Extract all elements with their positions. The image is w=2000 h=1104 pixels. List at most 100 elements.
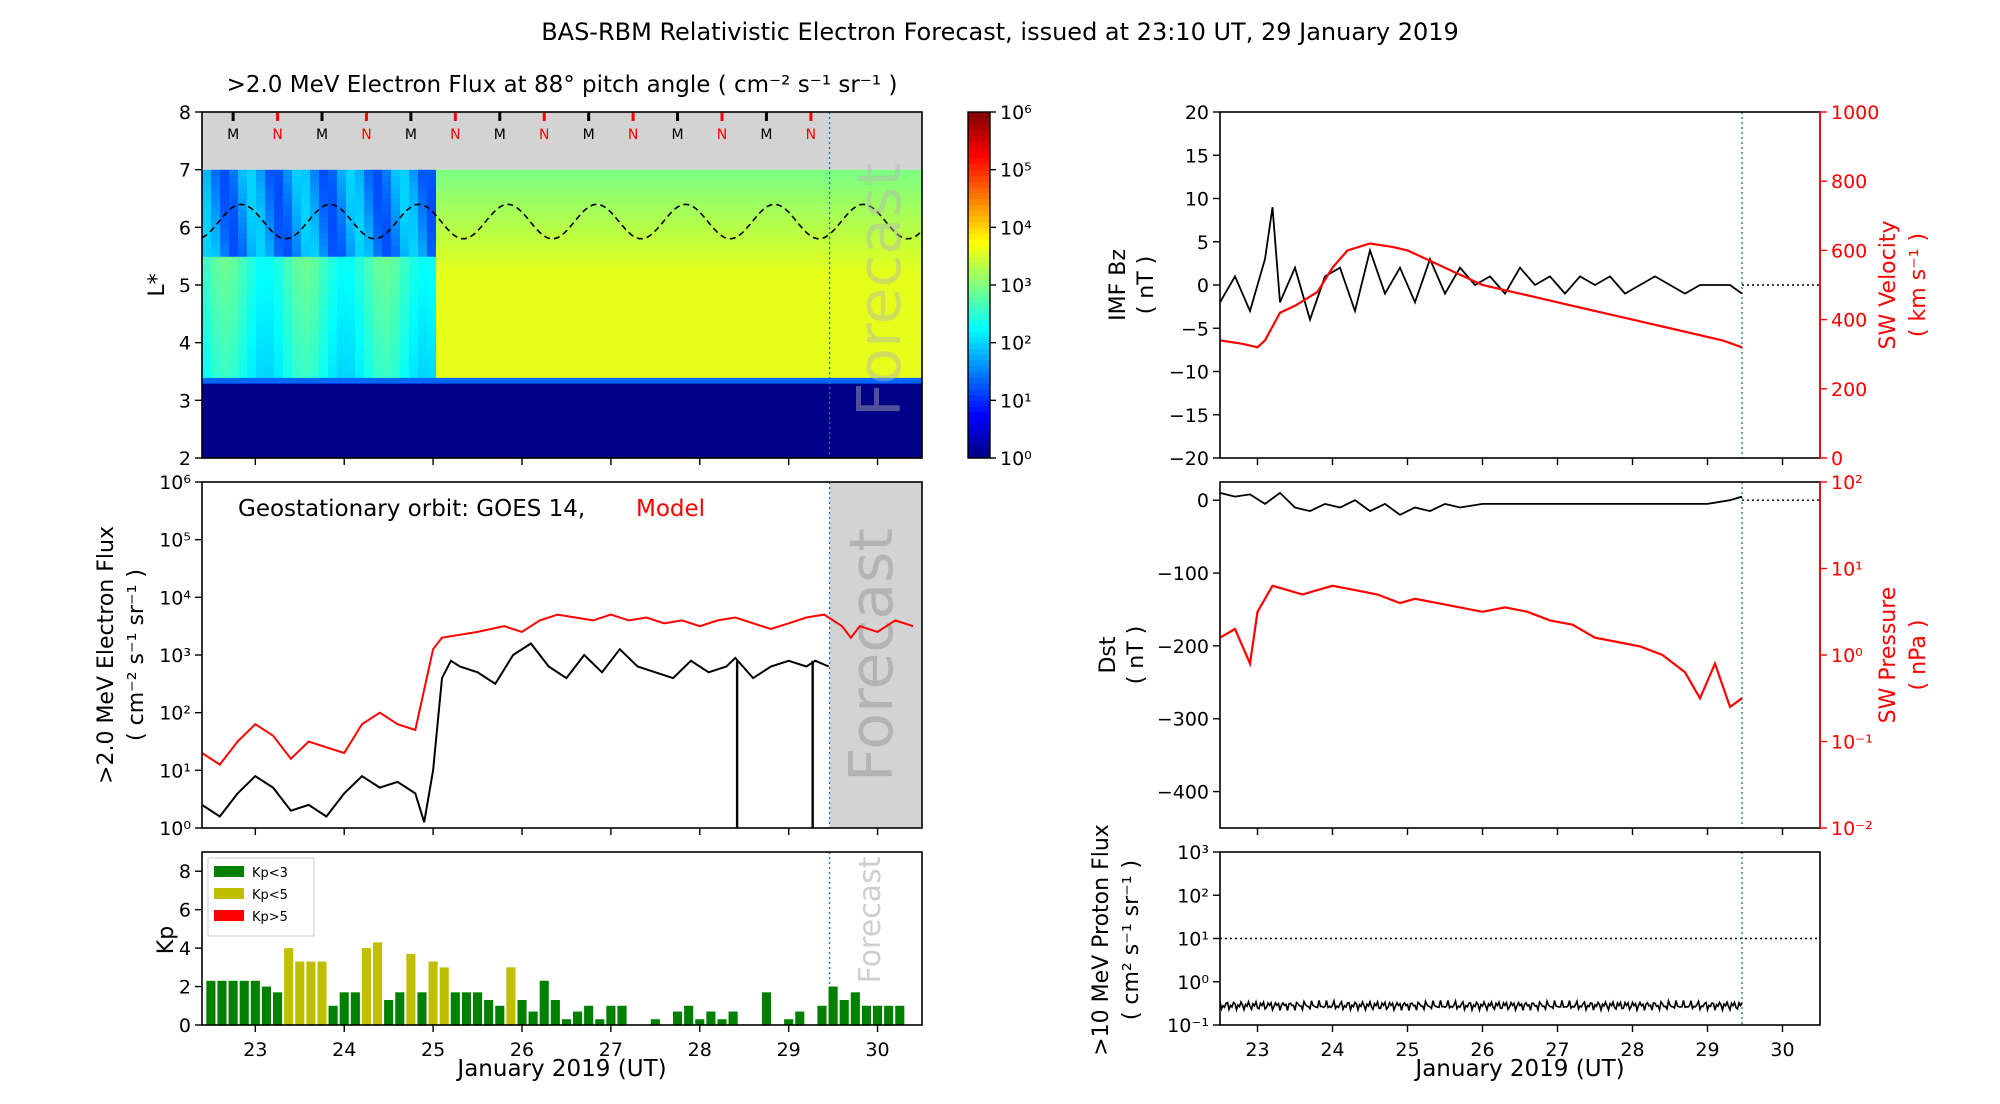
heatmap-cell: [733, 325, 743, 332]
heatmap-cell: [580, 302, 590, 309]
heatmap-cell: [553, 175, 563, 182]
heatmap-cell: [490, 400, 500, 407]
heatmap-cell: [274, 204, 284, 211]
heatmap-cell: [292, 256, 302, 263]
heatmap-cell: [292, 279, 302, 286]
kp-bar: [273, 992, 283, 1025]
heatmap-cell: [238, 388, 248, 396]
heatmap-cell: [625, 336, 635, 344]
heatmap-cell: [742, 440, 752, 448]
heatmap-cell: [274, 319, 284, 326]
heatmap-cell: [706, 296, 716, 303]
heatmap-cell: [544, 371, 554, 378]
heatmap-cell: [670, 267, 680, 275]
heatmap-cell: [805, 377, 815, 384]
heatmap-cell: [706, 313, 716, 321]
heatmap-cell: [751, 198, 761, 205]
heatmap-cell: [229, 233, 239, 240]
heatmap-cell: [346, 319, 356, 326]
heatmap-cell: [877, 279, 887, 286]
heatmap-cell: [796, 267, 806, 275]
heatmap-cell: [517, 169, 527, 177]
heatmap-cell: [499, 227, 509, 234]
heatmap-cell: [913, 325, 923, 332]
heatmap-cell: [526, 354, 536, 361]
colorbar-segment: [968, 129, 990, 136]
heatmap-cell: [409, 411, 419, 419]
heatmap-cell: [337, 285, 347, 292]
heatmap-cell: [355, 238, 365, 246]
heatmap-cell: [688, 267, 698, 275]
imf-bz-panel: −20−15−10−50510152002004006008001000IMF …: [1106, 102, 1931, 470]
heatmap-cell: [715, 186, 725, 194]
heatmap-cell: [310, 175, 320, 182]
heatmap-cell: [697, 331, 707, 338]
heatmap-cell: [715, 400, 725, 407]
heatmap-cell: [409, 446, 419, 453]
heatmap-cell: [580, 267, 590, 275]
kp-bar: [417, 992, 427, 1025]
heatmap-cell: [472, 440, 482, 448]
heatmap-cell: [715, 411, 725, 419]
heatmap-cell: [526, 319, 536, 326]
heatmap-cell: [616, 434, 626, 442]
heatmap-cell: [490, 377, 500, 384]
heatmap-cell: [571, 371, 581, 378]
heatmap-cell: [265, 342, 275, 350]
heatmap-cell: [481, 359, 491, 367]
heatmap-cell: [508, 377, 518, 384]
heatmap-cell: [301, 227, 311, 234]
heatmap-cell: [859, 210, 869, 217]
heatmap-cell: [850, 313, 860, 321]
heatmap-cell: [778, 267, 788, 275]
heatmap-cell: [859, 383, 869, 390]
heatmap-cell: [553, 261, 563, 269]
heatmap-cell: [373, 394, 383, 401]
heatmap-cell: [841, 388, 851, 396]
heatmap-cell: [445, 238, 455, 246]
heatmap-cell: [661, 377, 671, 384]
heatmap-cell: [211, 342, 221, 350]
heatmap-cell: [823, 198, 833, 205]
heatmap-cell: [427, 429, 437, 436]
y2-tick-label: 10⁰: [1831, 645, 1863, 667]
heatmap-cell: [805, 383, 815, 390]
colorbar-segment: [968, 198, 990, 205]
heatmap-cell: [247, 210, 257, 217]
heatmap-cell: [400, 198, 410, 205]
heatmap-cell: [607, 261, 617, 269]
heatmap-cell: [643, 227, 653, 234]
heatmap-cell: [787, 446, 797, 453]
heatmap-cell: [481, 354, 491, 361]
heatmap-cell: [733, 440, 743, 448]
heatmap-cell: [319, 336, 329, 344]
heatmap-cell: [445, 331, 455, 338]
heatmap-cell: [553, 406, 563, 413]
heatmap-cell: [868, 181, 878, 188]
heatmap-cell: [760, 250, 770, 257]
heatmap-cell: [373, 233, 383, 240]
heatmap-cell: [463, 354, 473, 361]
heatmap-cell: [454, 319, 464, 326]
heatmap-cell: [418, 227, 428, 234]
heatmap-cell: [760, 331, 770, 338]
heatmap-cell: [499, 279, 509, 286]
heatmap-cell: [499, 371, 509, 378]
heatmap-cell: [238, 279, 248, 286]
heatmap-cell: [742, 256, 752, 263]
heatmap-cell: [850, 331, 860, 338]
heatmap-cell: [481, 452, 491, 459]
heatmap-cell: [283, 319, 293, 326]
heatmap-cell: [409, 238, 419, 246]
heatmap-cell: [544, 434, 554, 442]
heatmap-cell: [535, 238, 545, 246]
heatmap-cell: [670, 204, 680, 211]
heatmap-cell: [391, 250, 401, 257]
heatmap-cell: [499, 250, 509, 257]
heatmap-cell: [580, 359, 590, 367]
heatmap-cell: [238, 354, 248, 361]
heatmap-cell: [436, 371, 446, 378]
heatmap-cell: [274, 406, 284, 413]
heatmap-cell: [481, 348, 491, 355]
colorbar-segment: [968, 210, 990, 217]
